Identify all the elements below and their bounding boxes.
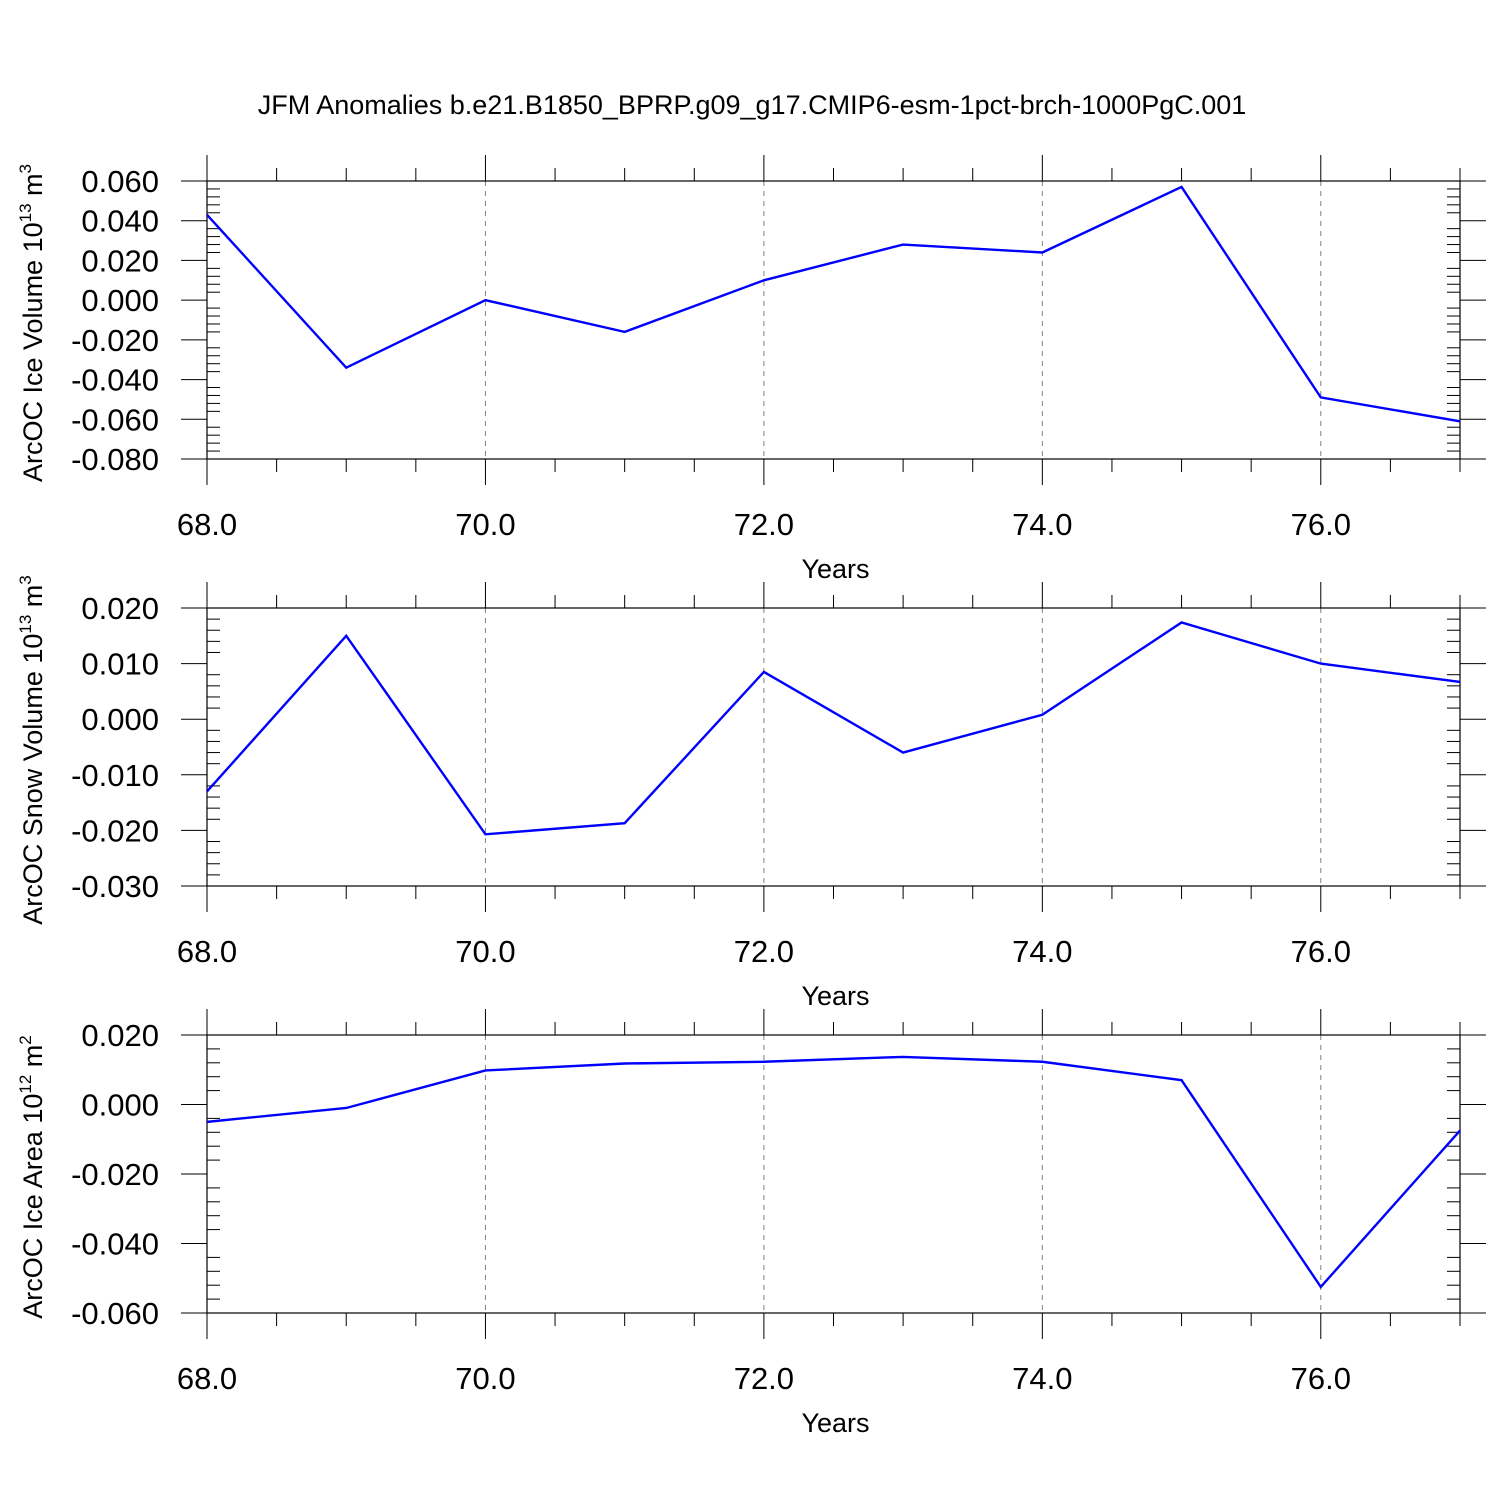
y-tick-label: -0.020 — [71, 813, 159, 848]
x-tick-label: 72.0 — [734, 934, 794, 969]
y-tick-label: -0.030 — [71, 869, 159, 904]
y-axis-title-text: ArcOC Snow Volume 10 — [18, 634, 48, 925]
x-tick-label: 70.0 — [455, 1361, 515, 1396]
y-tick-label: 0.020 — [81, 1018, 159, 1053]
y-axis-title-exponent: 13 — [16, 615, 35, 634]
chart-panel-1: 68.0 70.0 72.0 74.0 76.0 Years 0.060 0.040 0.020… — [16, 155, 1486, 584]
series-line — [206, 621, 1461, 836]
x-tick-label: 68.0 — [177, 1361, 237, 1396]
x-axis-title: Years — [801, 554, 869, 584]
x-tick-label: 74.0 — [1012, 934, 1072, 969]
x-tick-label: 70.0 — [455, 507, 515, 542]
y-axis-title-exponent: 12 — [16, 1075, 35, 1094]
x-tick-label: 76.0 — [1291, 1361, 1351, 1396]
y-tick-label: -0.010 — [71, 758, 159, 793]
y-tick-label: -0.020 — [71, 1157, 159, 1192]
y-tick-label: -0.040 — [71, 1227, 159, 1262]
chart-panel-3: 68.0 70.0 72.0 74.0 76.0 Years 0.020 0.000 -0.02… — [16, 1009, 1486, 1438]
y-tick-label: 0.000 — [81, 1088, 159, 1123]
y-axis-title-exponent: 13 — [16, 203, 35, 222]
panels: 68.0 70.0 72.0 74.0 76.0 Years 0.060 0.040 0.020… — [16, 155, 1486, 1438]
x-tick-label: 74.0 — [1012, 1361, 1072, 1396]
y-tick-label: -0.060 — [71, 402, 159, 437]
series-line — [206, 1055, 1461, 1289]
y-axis-title-text: ArcOC Ice Volume 10 — [18, 222, 48, 482]
y-axis-title-unit-exponent: 3 — [16, 575, 35, 584]
y-tick-label: -0.020 — [71, 323, 159, 358]
x-tick-label: 72.0 — [734, 507, 794, 542]
y-axis-title-unit: m — [18, 585, 48, 615]
y-tick-label: -0.060 — [71, 1296, 159, 1331]
y-axis-title: ArcOC Snow Volume 1013 m3 — [16, 575, 48, 925]
y-tick-label: 0.000 — [81, 283, 159, 318]
y-axis-title: ArcOC Ice Area 1012 m2 — [16, 1035, 48, 1319]
x-tick-label: 76.0 — [1291, 507, 1351, 542]
y-axis-title-unit: m — [18, 173, 48, 203]
y-tick-label: 0.020 — [81, 591, 159, 626]
y-axis-title-unit-exponent: 2 — [16, 1035, 35, 1044]
x-tick-label: 68.0 — [177, 934, 237, 969]
y-tick-label: 0.040 — [81, 204, 159, 239]
y-tick-label: 0.020 — [81, 243, 159, 278]
x-tick-label: 76.0 — [1291, 934, 1351, 969]
chart-panel-2: 68.0 70.0 72.0 74.0 76.0 Years 0.020 0.010 0.000… — [16, 575, 1486, 1011]
y-tick-label: 0.000 — [81, 702, 159, 737]
x-tick-label: 68.0 — [177, 507, 237, 542]
series-line — [206, 185, 1461, 423]
y-axis-title: ArcOC Ice Volume 1013 m3 — [16, 164, 48, 482]
figure-title: JFM Anomalies b.e21.B1850_BPRP.g09_g17.C… — [258, 90, 1247, 120]
plot-frame — [206, 180, 1461, 460]
plot-frame — [206, 1034, 1461, 1314]
y-tick-label: 0.060 — [81, 164, 159, 199]
y-axis-title-text: ArcOC Ice Area 10 — [18, 1094, 48, 1319]
y-tick-label: -0.080 — [71, 442, 159, 477]
x-tick-label: 70.0 — [455, 934, 515, 969]
x-tick-label: 72.0 — [734, 1361, 794, 1396]
y-tick-label: -0.040 — [71, 363, 159, 398]
x-axis-title: Years — [801, 981, 869, 1011]
x-axis-title: Years — [801, 1408, 869, 1438]
y-axis-title-unit-exponent: 3 — [16, 164, 35, 173]
x-tick-label: 74.0 — [1012, 507, 1072, 542]
y-axis-title-unit: m — [18, 1045, 48, 1075]
y-tick-label: 0.010 — [81, 647, 159, 682]
